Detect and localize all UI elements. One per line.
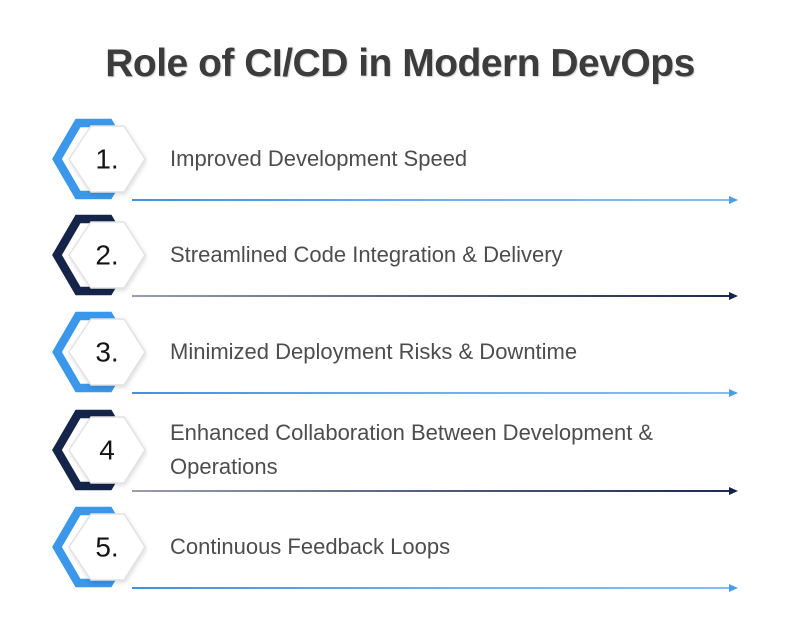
item-number: 5. [95, 532, 118, 563]
item-number: 3. [95, 337, 118, 368]
arrow-line-bar [132, 490, 729, 492]
item-number: 2. [95, 240, 118, 271]
list-item: 4 Enhanced Collaboration Between Develop… [0, 409, 800, 496]
list-item: 1. Improved Development Speed [0, 118, 800, 205]
item-label: Streamlined Code Integration & Delivery [170, 241, 563, 267]
number-badge: 5. [52, 506, 146, 588]
number-badge: 3. [52, 311, 146, 393]
number-hexagon-icon [68, 513, 146, 581]
item-label: Minimized Deployment Risks & Downtime [170, 338, 578, 364]
arrow-line [132, 486, 738, 496]
arrow-line [132, 388, 738, 398]
arrow-line [132, 583, 738, 593]
arrow-head-icon [729, 389, 738, 397]
arrow-head-icon [729, 292, 738, 300]
list-item: 5. Continuous Feedback Loops [0, 506, 800, 593]
arrow-line-bar [132, 199, 729, 201]
arrow-line-bar [132, 587, 729, 589]
item-label: Enhanced Collaboration Between Developme… [170, 419, 654, 479]
arrow-line [132, 291, 738, 301]
list-item: 3. Minimized Deployment Risks & Downtime [0, 311, 800, 398]
number-hexagon-icon [68, 125, 146, 193]
arrow-line-bar [132, 392, 729, 394]
arrow-head-icon [729, 196, 738, 204]
arrow-head-icon [729, 584, 738, 592]
item-label: Continuous Feedback Loops [170, 533, 451, 559]
number-badge: 2. [52, 214, 146, 296]
arrow-head-icon [729, 487, 738, 495]
arrow-line [132, 195, 738, 205]
arrow-line-bar [132, 295, 729, 297]
number-hexagon-icon [68, 318, 146, 386]
item-label: Improved Development Speed [170, 145, 468, 171]
page-title: Role of CI/CD in Modern DevOps [105, 42, 695, 85]
number-hexagon-icon [68, 221, 146, 289]
item-number: 1. [95, 144, 118, 175]
item-number: 4 [99, 435, 115, 466]
number-badge: 4 [52, 409, 146, 491]
number-hexagon-icon [68, 416, 146, 484]
number-badge: 1. [52, 118, 146, 200]
list-item: 2. Streamlined Code Integration & Delive… [0, 214, 800, 301]
